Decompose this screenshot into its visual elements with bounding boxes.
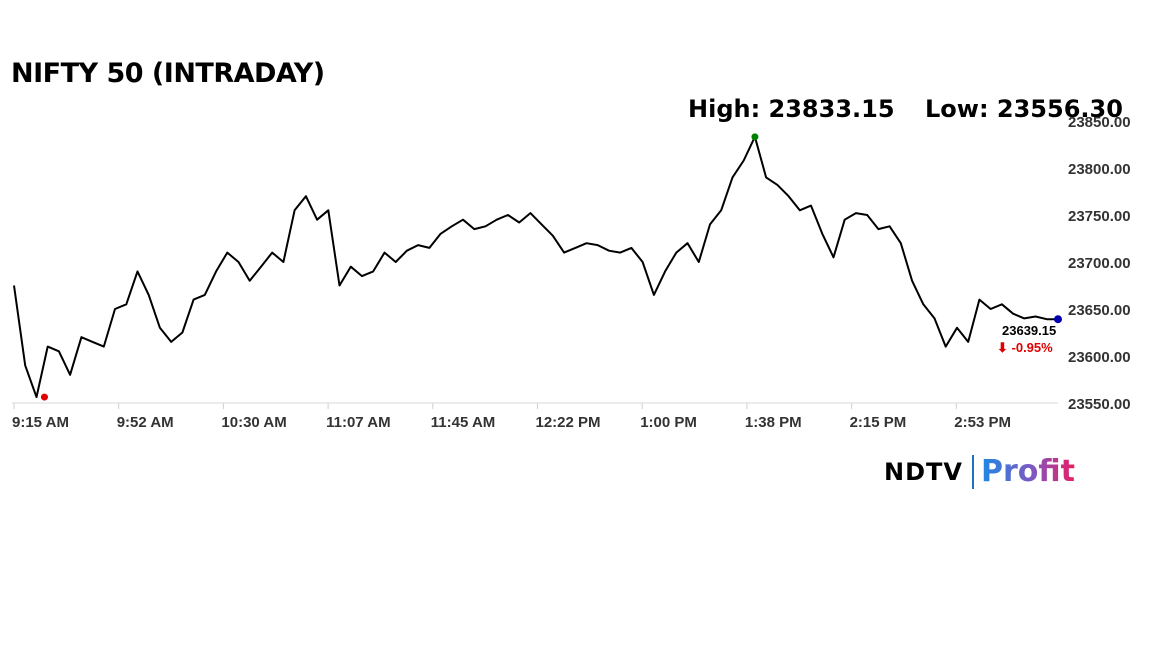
low-label: Low: 23556.30 — [925, 95, 1123, 123]
x-tick-label: 9:15 AM — [12, 414, 69, 431]
ndtv-profit-logo: NDTV Profit — [884, 454, 1075, 489]
y-tick-label: 23700.00 — [1068, 255, 1131, 272]
profit-wordmark: Profit — [980, 454, 1075, 489]
high-label: High: 23833.15 — [688, 95, 895, 123]
y-tick-label: 23800.00 — [1068, 161, 1131, 178]
y-tick-label: 23650.00 — [1068, 302, 1131, 319]
y-tick-label: 23600.00 — [1068, 349, 1131, 366]
chart-title: NIFTY 50 (INTRADAY) — [11, 58, 325, 89]
x-tick-label: 11:07 AM — [326, 414, 390, 431]
y-tick-label: 23850.00 — [1068, 114, 1131, 131]
low-marker — [40, 393, 48, 401]
x-tick-label: 10:30 AM — [221, 414, 286, 431]
y-tick-label: 23550.00 — [1068, 396, 1131, 413]
x-tick-label: 9:52 AM — [117, 414, 174, 431]
y-tick-label: 23750.00 — [1068, 208, 1131, 225]
x-tick-label: 1:38 PM — [745, 414, 802, 431]
x-tick-label: 12:22 PM — [536, 414, 601, 431]
x-tick-label: 11:45 AM — [431, 414, 495, 431]
ndtv-wordmark: NDTV — [884, 457, 963, 486]
last-value-label: 23639.15 — [1002, 323, 1056, 338]
last-marker — [1054, 315, 1062, 324]
price-line — [13, 135, 1058, 399]
y-axis: 23850.00 23800.00 23750.00 23700.00 23650.00… — [1068, 114, 1131, 413]
logo-divider — [971, 454, 974, 489]
x-tick-label: 2:53 PM — [954, 414, 1011, 431]
high-marker — [751, 133, 759, 141]
x-axis: 9:15 AM 9:52 AM 10:30 AM 11:07 AM 11:45 AM 12… — [12, 403, 1011, 431]
x-tick-label: 1:00 PM — [640, 414, 697, 431]
change-percent-label: ⬇ -0.95% — [997, 340, 1053, 355]
x-tick-label: 2:15 PM — [850, 414, 907, 431]
